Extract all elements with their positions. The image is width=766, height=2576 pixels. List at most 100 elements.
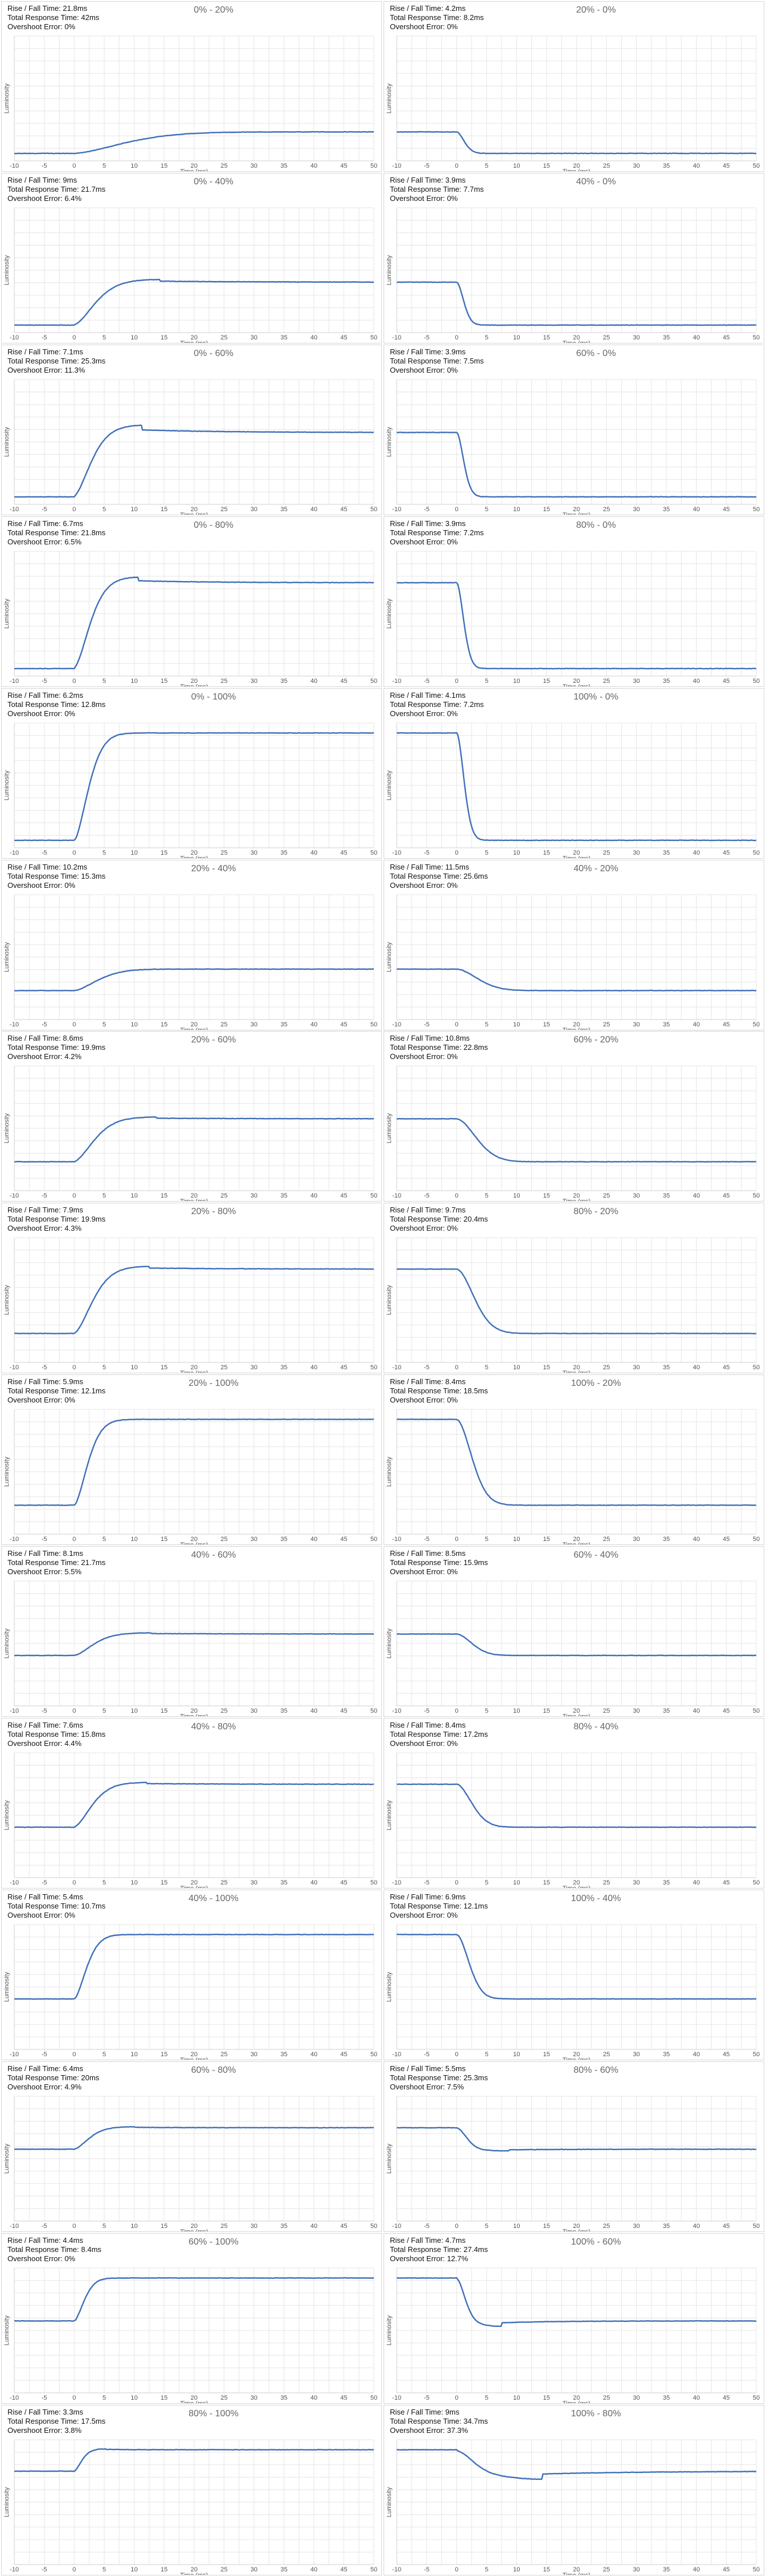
stat-total-response: Total Response Time: 19.9ms [7, 1215, 106, 1223]
stat-rise-fall: Rise / Fall Time: 5.9ms [7, 1377, 84, 1386]
chart-title: 80% - 40% [573, 1722, 619, 1732]
x-tick-label: 30 [633, 506, 640, 513]
x-tick-label: 15 [161, 2566, 168, 2573]
x-axis-label: Time (ms) [180, 340, 208, 343]
series-line [396, 2127, 757, 2152]
stat-overshoot: Overshoot Error: 0% [7, 22, 76, 31]
chart-stats: Rise / Fall Time: 4.4ms Total Response Ti… [7, 2236, 101, 2263]
x-tick-label: 5 [102, 850, 106, 856]
chart-stats: Rise / Fall Time: 4.7ms Total Response Ti… [390, 2236, 488, 2263]
x-tick-label: -5 [424, 506, 429, 513]
stat-overshoot: Overshoot Error: 0% [7, 709, 76, 718]
x-tick-label: 50 [753, 1364, 760, 1371]
stat-total-response: Total Response Time: 7.2ms [390, 528, 484, 537]
stat-overshoot: Overshoot Error: 6.5% [7, 538, 82, 546]
x-axis-label: Time (ms) [562, 2057, 590, 2060]
x-tick-label: -10 [392, 506, 401, 513]
x-tick-label: 10 [513, 1021, 520, 1028]
x-tick-label: 50 [370, 334, 377, 341]
x-tick-label: 45 [341, 1192, 348, 1199]
chart-stats: Rise / Fall Time: 10.2ms Total Response T… [7, 863, 105, 890]
x-tick-label: 30 [251, 1536, 258, 1543]
stat-total-response: Total Response Time: 10.7ms [7, 1902, 106, 1910]
x-tick-label: 5 [102, 2051, 106, 2058]
line-chart: -10 -5 0 5 10 15 20 25 30 35 40 45 50 Time (ms) Lumino… [3, 1924, 377, 2060]
chart-title: 80% - 0% [576, 520, 616, 530]
x-tick-label: 45 [341, 163, 348, 169]
stat-rise-fall: Rise / Fall Time: 4.4ms [7, 2236, 84, 2245]
stat-total-response: Total Response Time: 17.2ms [390, 1730, 488, 1739]
stat-overshoot: Overshoot Error: 0% [7, 1911, 76, 1919]
x-tick-label: 0 [455, 2223, 459, 2230]
x-tick-label: 50 [370, 1021, 377, 1028]
y-axis-label: Luminosity [386, 1628, 393, 1658]
x-tick-label: 35 [663, 2395, 670, 2401]
y-axis-label: Luminosity [386, 1800, 393, 1830]
x-tick-label: 15 [543, 2395, 550, 2401]
x-tick-label: 25 [603, 163, 610, 169]
x-tick-label: 30 [251, 2566, 258, 2573]
x-axis-label: Time (ms) [180, 2229, 208, 2232]
x-tick-label: 5 [485, 850, 488, 856]
x-tick-label: 45 [341, 1021, 348, 1028]
x-axis-label: Time (ms) [180, 2572, 208, 2575]
x-tick-label: 15 [543, 2223, 550, 2230]
x-tick-label: 35 [281, 1192, 287, 1199]
x-tick-label: -10 [392, 850, 401, 856]
x-axis-label: Time (ms) [562, 2400, 590, 2404]
x-tick-label: 15 [543, 1364, 550, 1371]
x-tick-label: 40 [310, 2223, 317, 2230]
x-tick-label: -10 [10, 163, 19, 169]
x-tick-label: 35 [663, 506, 670, 513]
x-tick-label: 20 [573, 2566, 580, 2573]
chart-title: 20% - 60% [191, 1035, 236, 1045]
stat-rise-fall: Rise / Fall Time: 6.7ms [7, 519, 84, 528]
x-tick-label: 35 [663, 334, 670, 341]
line-chart: -10 -5 0 5 10 15 20 25 30 35 40 45 50 Time (ms) Lumino… [3, 2439, 377, 2575]
x-tick-label: 15 [161, 1364, 168, 1371]
x-tick-label: 40 [310, 850, 317, 856]
x-tick-label: 30 [251, 850, 258, 856]
x-tick-label: -10 [392, 1192, 401, 1199]
stat-rise-fall: Rise / Fall Time: 3.9ms [390, 176, 466, 184]
series-line [396, 1418, 756, 1506]
x-tick-label: -10 [10, 1536, 19, 1543]
x-tick-label: -10 [10, 1879, 19, 1886]
stat-overshoot: Overshoot Error: 12.7% [390, 2254, 468, 2263]
x-tick-label: 35 [281, 1021, 287, 1028]
x-tick-label: 35 [281, 1879, 287, 1886]
y-axis-label: Luminosity [386, 2487, 393, 2517]
x-tick-label: 30 [251, 678, 258, 685]
x-tick-label: 10 [513, 334, 520, 341]
x-tick-label: 30 [633, 2051, 640, 2058]
x-tick-label: 50 [753, 2223, 760, 2230]
y-axis-label: Luminosity [3, 942, 10, 972]
chart-title: 60% - 100% [188, 2237, 239, 2247]
x-tick-label: 30 [633, 2566, 640, 2573]
x-axis-label: Time (ms) [180, 1198, 208, 1202]
x-tick-label: 5 [485, 506, 488, 513]
x-tick-label: 40 [693, 163, 700, 169]
stat-total-response: Total Response Time: 8.2ms [390, 13, 484, 22]
line-chart: -10 -5 0 5 10 15 20 25 30 35 40 45 50 Time (ms) Lumino… [3, 35, 377, 171]
x-tick-label: -5 [41, 1708, 47, 1714]
stat-total-response: Total Response Time: 15.8ms [7, 1730, 106, 1739]
x-tick-label: 10 [131, 2395, 137, 2401]
series-line [397, 1783, 757, 1828]
line-chart: -10 -5 0 5 10 15 20 25 30 35 40 45 50 Time (ms) Lumino… [386, 1752, 760, 1888]
x-tick-label: -10 [10, 1708, 19, 1714]
x-tick-label: -5 [41, 1879, 47, 1886]
x-tick-label: 40 [310, 1021, 317, 1028]
x-tick-label: 10 [131, 2223, 137, 2230]
x-tick-label: 30 [251, 1879, 258, 1886]
x-tick-label: 10 [131, 1708, 137, 1714]
x-tick-label: 15 [161, 1708, 168, 1714]
stat-rise-fall: Rise / Fall Time: 3.3ms [7, 2408, 84, 2416]
y-axis-label: Luminosity [386, 2143, 393, 2174]
x-tick-label: 15 [161, 163, 168, 169]
x-tick-label: 15 [161, 1879, 168, 1886]
x-tick-label: 20 [191, 1192, 198, 1199]
x-axis-label: Time (ms) [180, 855, 208, 859]
x-tick-label: 5 [485, 2223, 488, 2230]
x-axis-label: Time (ms) [180, 1542, 208, 1545]
